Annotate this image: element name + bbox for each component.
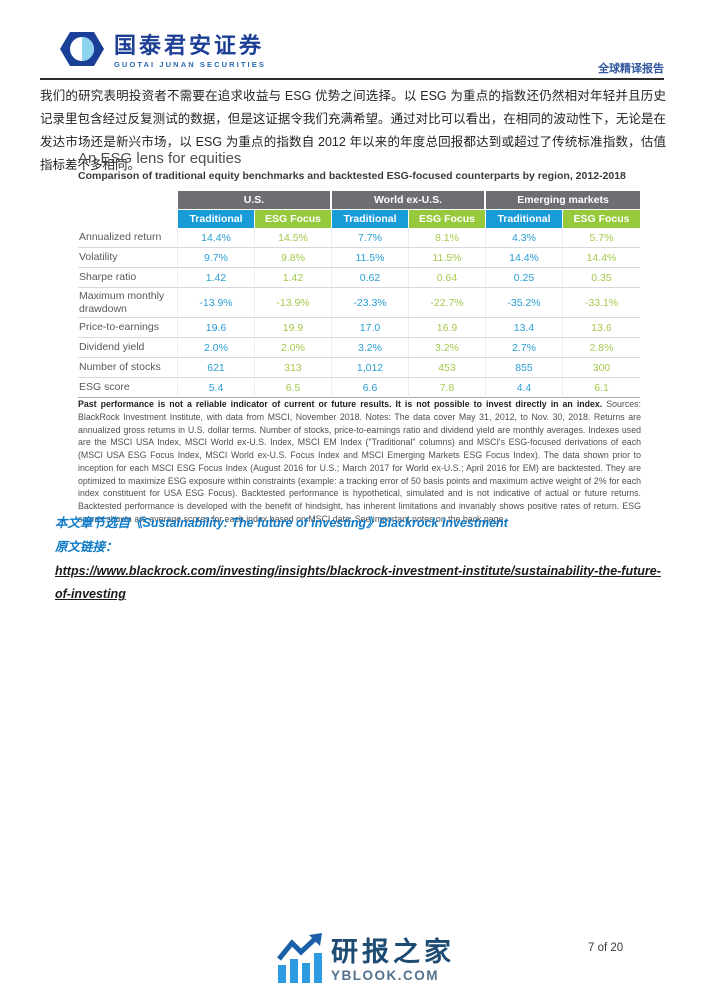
table-cell: 4.4: [486, 378, 563, 398]
table-row-label: Annualized return: [78, 228, 178, 248]
esg-figure: An ESG lens for equities Comparison of t…: [78, 150, 641, 398]
table-cell: 2.7%: [486, 338, 563, 358]
table-cell: 17.0: [332, 318, 409, 338]
region-header-us: U.S.: [178, 191, 332, 209]
table-cell: -23.3%: [332, 288, 409, 318]
table-cell: -33.1%: [563, 288, 640, 318]
table-cell: 5.7%: [563, 228, 640, 248]
table-cell: -22.7%: [409, 288, 486, 318]
table-cell: -35.2%: [486, 288, 563, 318]
table-cell: 13.6: [563, 318, 640, 338]
source-line-1: 本文章节选自《Sustainability: The future of inv…: [55, 516, 508, 530]
table-cell: 14.5%: [255, 228, 332, 248]
brand-name-en: GUOTAI JUNAN SECURITIES: [114, 60, 266, 70]
header-divider: [40, 78, 664, 80]
table-cell: 3.2%: [409, 338, 486, 358]
guotai-junan-logo-icon: [60, 30, 104, 73]
table-cell: 6.5: [255, 378, 332, 398]
table-cell: 0.25: [486, 268, 563, 288]
table-cell: 2.0%: [255, 338, 332, 358]
table-row-label: Sharpe ratio: [78, 268, 178, 288]
table-cell: 453: [409, 358, 486, 378]
source-url-link[interactable]: https://www.blackrock.com/investing/insi…: [55, 563, 661, 602]
report-type-label: 全球精译报告: [598, 63, 664, 75]
region-header-world-ex-us: World ex-U.S.: [332, 191, 486, 209]
table-cell: -13.9%: [255, 288, 332, 318]
source-block: 本文章节选自《Sustainability: The future of inv…: [55, 512, 667, 607]
column-header-esg-focus: ESG Focus: [409, 210, 486, 228]
table-row-label: Number of stocks: [78, 358, 178, 378]
table-cell: 11.5%: [332, 248, 409, 268]
table-row-label: Volatility: [78, 248, 178, 268]
table-cell: 0.62: [332, 268, 409, 288]
brand-logo: 国泰君安证券 GUOTAI JUNAN SECURITIES: [60, 30, 266, 73]
table-cell: 13.4: [486, 318, 563, 338]
table-cell: 0.35: [563, 268, 640, 288]
table-cell: 1.42: [255, 268, 332, 288]
table-cell: 9.7%: [178, 248, 255, 268]
column-header-traditional: Traditional: [332, 210, 409, 228]
footer-logo: 研报之家 YBLOOK.COM: [277, 933, 455, 988]
table-cell: 1.42: [178, 268, 255, 288]
figure-title: An ESG lens for equities: [78, 150, 242, 167]
ybook-chart-logo-icon: [277, 933, 323, 988]
table-row-label: Maximum monthly drawdown: [78, 288, 178, 318]
table-cell: 7.7%: [332, 228, 409, 248]
footer-site-name: 研报之家: [331, 937, 455, 968]
table-cell: 300: [563, 358, 640, 378]
figure-subtitle: Comparison of traditional equity benchma…: [78, 170, 626, 182]
footer-logo-text: 研报之家 YBLOOK.COM: [331, 937, 455, 983]
column-header-traditional: Traditional: [178, 210, 255, 228]
table-cell: 11.5%: [409, 248, 486, 268]
table-cell: 855: [486, 358, 563, 378]
table-cell: 19.6: [178, 318, 255, 338]
table-cell: 4.3%: [486, 228, 563, 248]
table-cell: 3.2%: [332, 338, 409, 358]
table-cell: 16.9: [409, 318, 486, 338]
table-cell: 2.8%: [563, 338, 640, 358]
table-cell: -13.9%: [178, 288, 255, 318]
table-cell: 14.4%: [486, 248, 563, 268]
table-cell: 6.1: [563, 378, 640, 398]
region-header-emerging-markets: Emerging markets: [486, 191, 640, 209]
column-header-traditional: Traditional: [486, 210, 563, 228]
table-cell: 313: [255, 358, 332, 378]
table-cell: 14.4%: [563, 248, 640, 268]
column-header-esg-focus: ESG Focus: [563, 210, 640, 228]
brand-name-cn: 国泰君安证券: [114, 32, 265, 58]
table-cell: 0.64: [409, 268, 486, 288]
table-cell: 8.1%: [409, 228, 486, 248]
table-cell: 6.6: [332, 378, 409, 398]
page-header: 国泰君安证券 GUOTAI JUNAN SECURITIES 全球精译报告: [40, 26, 664, 78]
table-row-label: ESG score: [78, 378, 178, 398]
brand-text: 国泰君安证券 GUOTAI JUNAN SECURITIES: [114, 32, 266, 70]
table-corner-cell: [78, 209, 178, 228]
esg-comparison-table: U.S. World ex-U.S. Emerging markets Trad…: [78, 191, 641, 398]
table-row-label: Price-to-earnings: [78, 318, 178, 338]
table-cell: 7.8: [409, 378, 486, 398]
page-number: 7 of 20: [588, 942, 624, 954]
footer-site-url: YBLOOK.COM: [331, 967, 439, 983]
table-cell: 2.0%: [178, 338, 255, 358]
source-line-2: 原文链接：: [55, 539, 118, 554]
table-cell: 5.4: [178, 378, 255, 398]
table-row-label: Dividend yield: [78, 338, 178, 358]
table-cell: 1,012: [332, 358, 409, 378]
intro-paragraph: 我们的研究表明投资者不需要在追求收益与 ESG 优势之间选择。以 ESG 为重点…: [40, 89, 666, 173]
footnote-text: Sources: BlackRock Investment Institute,…: [78, 399, 641, 524]
table-footnote: Past performance is not a reliable indic…: [78, 398, 641, 526]
table-cell: 14.4%: [178, 228, 255, 248]
table-corner-cell: [78, 191, 178, 209]
table-cell: 621: [178, 358, 255, 378]
table-cell: 19.9: [255, 318, 332, 338]
footnote-bold-text: Past performance is not a reliable indic…: [78, 399, 603, 409]
table-cell: 9.8%: [255, 248, 332, 268]
column-header-esg-focus: ESG Focus: [255, 210, 332, 228]
